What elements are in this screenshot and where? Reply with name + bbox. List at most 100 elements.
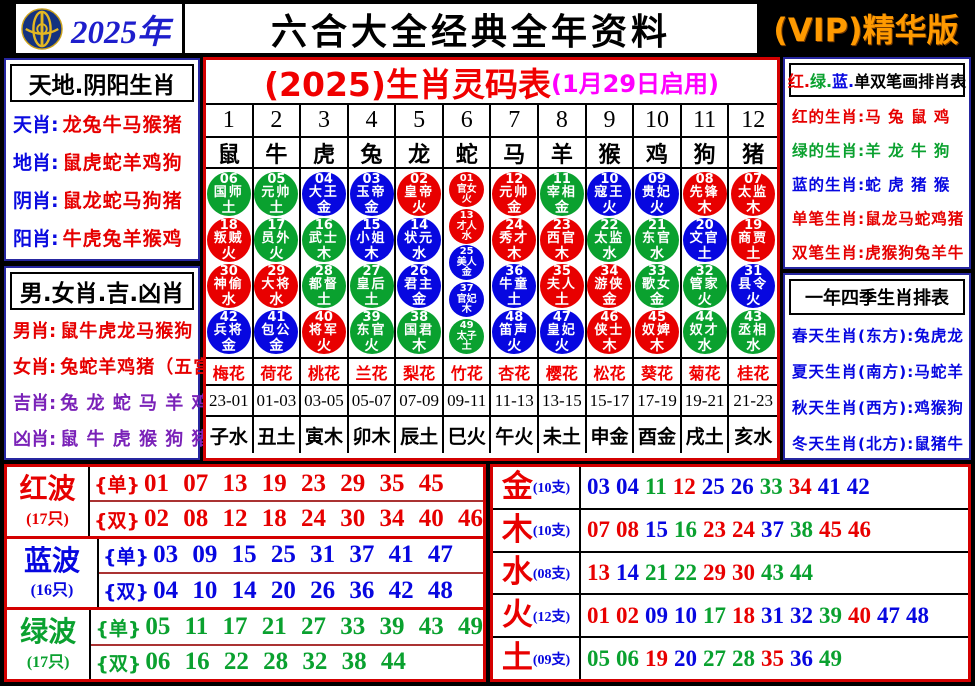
row-value: 红的生肖:马 兔 鼠 鸡: [792, 108, 951, 126]
col-number: 4: [348, 105, 397, 138]
zodiac-ball: 07 太监木: [731, 172, 776, 216]
flower-name: 桂花: [729, 359, 777, 386]
ball-number: 01: [459, 172, 474, 184]
zodiac-ball: 41 包公金: [254, 310, 299, 354]
time-range: 09-11: [443, 386, 492, 417]
row-label: 天肖:: [13, 113, 59, 136]
ball-element: 木: [554, 245, 569, 262]
zodiac-row: 单笔生肖:鼠龙马蛇鸡猪: [787, 201, 967, 235]
wave-name: 绿波: [20, 615, 77, 649]
earthly-branch: 亥水: [734, 425, 773, 448]
ball-element: 水: [650, 245, 665, 262]
row-value: 单笔生肖:鼠龙马蛇鸡猪: [792, 210, 965, 228]
zodiac-name: 鸡: [634, 138, 682, 169]
ball-title: 西官: [546, 231, 577, 247]
ball-title: 县令: [738, 277, 769, 293]
col-number: 7: [491, 105, 540, 138]
element-number: 49: [819, 645, 842, 671]
season-rows: 春天生肖(东方):兔虎龙 夏天生肖(南方):马蛇羊 秋天生肖(西方):鸡猴狗 冬天生肖…: [787, 317, 967, 461]
row-label: 女肖:: [13, 357, 57, 378]
panel-title-part: 红.: [787, 72, 810, 91]
col-number: 6: [443, 105, 492, 138]
ball-element: 火: [364, 337, 379, 354]
zodiac-row: 吉肖: 兔 龙 蛇 马 羊 鸡: [8, 384, 210, 420]
season-row: 春天生肖(东方):兔虎龙: [787, 317, 967, 353]
zodiac-ball: 16 武士木: [301, 218, 346, 262]
zodiac-ball: 06 国师土: [206, 172, 251, 216]
zodiac-ball: 31 县令火: [731, 264, 776, 308]
ball-number: 22: [600, 218, 619, 234]
zodiac-ball: 01 官女火: [449, 171, 485, 207]
ball-title: 君主: [404, 277, 435, 293]
ball-number: 27: [362, 264, 381, 280]
ball-element: 木: [650, 337, 665, 354]
element-number: 16: [674, 517, 697, 543]
time-range: 15-17: [586, 386, 635, 417]
ball-element: 火: [650, 199, 665, 216]
element-number: 17: [703, 602, 726, 628]
ball-element: 水: [412, 245, 427, 262]
col-number: 10: [634, 105, 682, 138]
ball-stack: 02 皇帝火 14 状元水 26 君主金 38 国君木: [396, 169, 444, 359]
ball-number: 37: [459, 283, 474, 295]
element-number: 26: [730, 474, 754, 500]
zodiac-ball: 45 奴婢木: [635, 310, 680, 354]
ball-number: 40: [314, 310, 333, 326]
panel-title-part: 绿.: [809, 72, 833, 91]
flower-name: 梨花: [396, 359, 444, 386]
lingma-title-date: (1月29日启用): [550, 70, 720, 98]
ball-element: 土: [697, 245, 712, 262]
wave-group: 红波 (17只) {单} 01 07 13 19 23 29 35 45 {双} 02 0…: [7, 467, 483, 539]
ball-number: 07: [744, 172, 763, 188]
lingma-table-panel: (2025)生肖灵码表 (1月29日启用) 1 2 3 4 5 6 7 8 9 10 11 12 鼠牛虎…: [203, 57, 780, 461]
ball-element: 水: [697, 337, 712, 354]
wave-numbers: 06 16 22 28 32 38 44: [145, 648, 406, 676]
time-range: 19-21: [681, 386, 730, 417]
zodiac-rows: 红的生肖:马 兔 鼠 鸡绿的生肖:羊 龙 牛 狗蓝的生肖:蛇 虎 猪 猴单笔生肖…: [787, 99, 967, 269]
row-value: 秋天生肖(西方):鸡猴狗: [792, 399, 964, 417]
time-range: 01-03: [253, 386, 302, 417]
element-number: 45: [819, 517, 842, 543]
ball-element: 金: [650, 291, 665, 308]
lingma-title-main: (2025)生肖灵码表: [263, 64, 551, 104]
element-number: 03: [587, 474, 610, 500]
ball-title: 神偷: [213, 277, 244, 293]
flower-name: 松花: [586, 359, 635, 386]
ball-title: 游侠: [594, 277, 625, 293]
wave-rows: {单} 05 11 17 21 27 33 39 43 49 {双} 06 16 22…: [91, 610, 483, 679]
panel-title: 天地.阴阳生肖: [10, 64, 194, 102]
earthly-branch: 卯木: [349, 417, 397, 453]
wave-row: {双} 04 10 14 20 26 36 42 48: [99, 574, 483, 607]
wave-tag: {双}: [103, 581, 150, 604]
ball-number: 45: [647, 310, 667, 326]
wave-count: (17只): [26, 654, 70, 672]
earthly-branch: 寅木: [301, 417, 349, 453]
element-number: 12: [672, 474, 696, 500]
ball-element: 金: [602, 291, 617, 308]
element-numbers: 13 14 21 22 29 30 43 44: [581, 553, 968, 594]
ball-stack: 10 寇王火 22 太监水 34 游侠金 46 侠士木: [586, 169, 635, 359]
time-range: 11-13: [491, 386, 540, 417]
ball-number: 04: [314, 172, 333, 188]
zodiac-ball: 19 商贾土: [731, 218, 776, 262]
ball-element: 土: [269, 199, 284, 216]
element-name: 水: [501, 554, 533, 591]
ball-number: 47: [552, 310, 571, 326]
zodiac-row: 男肖: 鼠牛虎龙马猴狗: [8, 312, 196, 348]
ball-element: 火: [316, 337, 331, 354]
wave-numbers: 04 10 14 20 26 36 42 48: [153, 576, 453, 604]
row-value: 鼠龙蛇马狗猪: [62, 189, 183, 212]
ball-title: 国君: [404, 323, 435, 339]
element-count: (12支): [532, 609, 571, 625]
element-number: 20: [674, 645, 697, 671]
ball-title: 皇妃: [546, 323, 577, 339]
main-title: 六合大全经典全年资料: [270, 11, 671, 53]
ball-title: 大将: [261, 277, 292, 293]
ball-element: 木: [746, 199, 761, 216]
flower-name: 竹花: [443, 359, 492, 386]
ball-title: 美人: [456, 257, 477, 269]
ball-element: 火: [746, 291, 761, 308]
element-numbers: 01 02 09 10 17 18 31 32 39 40 47 48: [581, 595, 968, 636]
zodiac-row: 阳肖: 牛虎兔羊猴鸡: [8, 218, 196, 256]
element-number: 06: [616, 645, 639, 671]
